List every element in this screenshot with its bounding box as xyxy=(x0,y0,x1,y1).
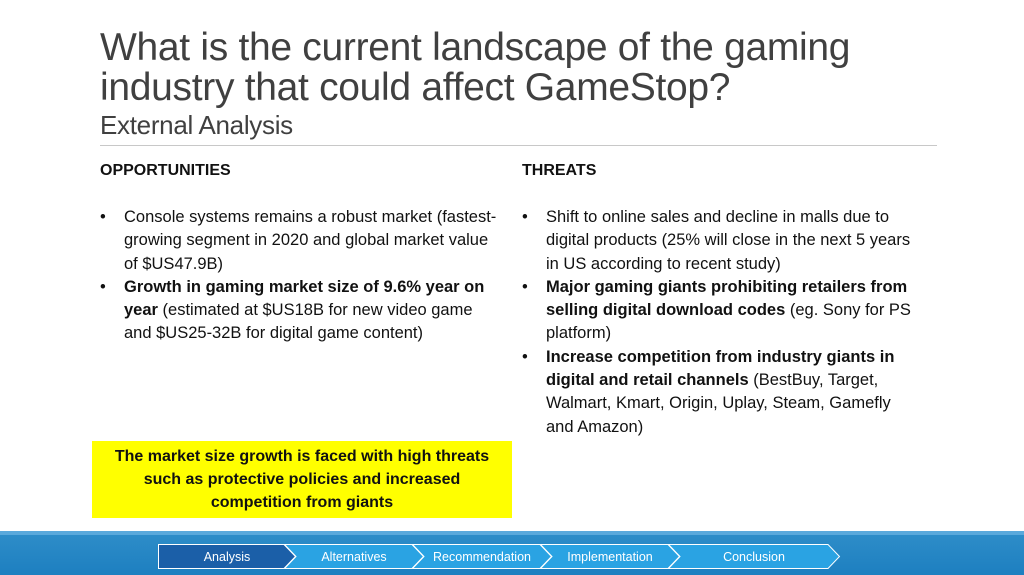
nav-step-label: Implementation xyxy=(567,549,653,564)
item-text: (estimated at $US18B for new video game … xyxy=(124,301,473,343)
threats-column: THREATS • Shift to online sales and decl… xyxy=(522,160,922,439)
list-item: • Growth in gaming market size of 9.6% y… xyxy=(100,276,500,346)
footer-stripe xyxy=(0,531,1024,535)
item-bold-text: Major gaming giants prohibiting retailer… xyxy=(546,277,908,320)
threats-list: • Shift to online sales and decline in m… xyxy=(522,206,922,439)
slide-title: What is the current landscape of the gam… xyxy=(100,26,851,109)
nav-step-implementation[interactable]: Implementation xyxy=(540,544,681,569)
opportunities-heading: OPPORTUNITIES xyxy=(100,162,231,179)
slide-subtitle: External Analysis xyxy=(100,110,293,140)
opportunities-column: OPPORTUNITIES • Console systems remains … xyxy=(100,160,500,346)
list-item: • Major gaming giants prohibiting retail… xyxy=(522,276,922,346)
list-item: • Shift to online sales and decline in m… xyxy=(522,206,922,276)
nav-step-recommendation[interactable]: Recommendation xyxy=(412,544,553,569)
progress-nav: Analysis Alternatives Recommendation Imp… xyxy=(158,544,848,569)
item-text: Console systems remains a robust market … xyxy=(124,208,497,273)
nav-step-label: Conclusion xyxy=(723,549,785,564)
nav-step-alternatives[interactable]: Alternatives xyxy=(284,544,425,569)
nav-step-label: Alternatives xyxy=(321,549,387,564)
nav-step-analysis[interactable]: Analysis xyxy=(158,544,297,569)
bullet-icon: • xyxy=(522,277,528,296)
item-text: (eg. Sony for PS platform) xyxy=(546,301,911,343)
bullet-icon: • xyxy=(522,347,528,366)
item-text: (BestBuy, Target, Walmart, Kmart, Origin… xyxy=(546,371,891,436)
opportunities-list: • Console systems remains a robust marke… xyxy=(100,206,500,346)
bullet-icon: • xyxy=(100,277,106,296)
bullet-icon: • xyxy=(522,208,528,226)
item-text: Shift to online sales and decline in mal… xyxy=(546,208,911,273)
item-bold-text: Increase competition from industry giant… xyxy=(546,347,895,390)
key-takeaway-callout: The market size growth is faced with hig… xyxy=(92,441,512,518)
threats-heading: THREATS xyxy=(522,162,597,179)
list-item: • Increase competition from industry gia… xyxy=(522,346,922,439)
chevron-shape-icon xyxy=(668,544,841,569)
nav-step-label: Analysis xyxy=(203,549,251,564)
nav-step-label: Recommendation xyxy=(433,549,531,564)
callout-text: The market size growth is faced with hig… xyxy=(114,448,490,511)
item-bold-text: Growth in gaming market size of 9.6% yea… xyxy=(124,277,485,320)
list-item: • Console systems remains a robust marke… xyxy=(100,206,500,276)
bullet-icon: • xyxy=(100,208,106,226)
nav-step-conclusion[interactable]: Conclusion xyxy=(668,544,841,569)
title-divider xyxy=(100,145,937,146)
